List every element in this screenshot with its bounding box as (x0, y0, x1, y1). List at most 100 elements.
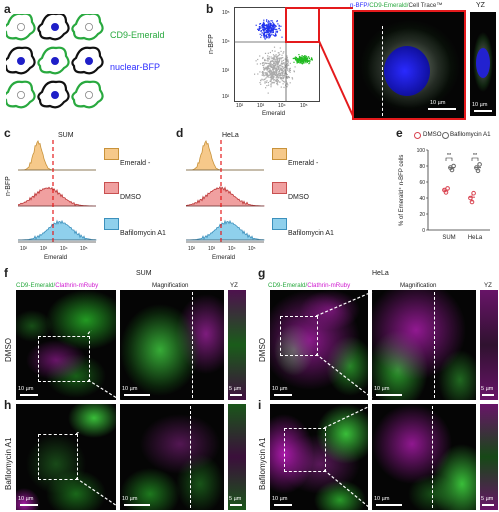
flow-event-dot (275, 61, 277, 63)
legend-e-baf: Bafilomycin A1 (450, 131, 491, 138)
flow-event-dot (308, 60, 310, 62)
flow-event-dot (282, 70, 284, 72)
b-scale-yz: 10 µm (472, 102, 488, 108)
flow-event-dot (286, 60, 288, 62)
flow-event-dot (271, 31, 273, 33)
flow-event-dot (270, 79, 272, 81)
flow-event-dot (278, 28, 280, 30)
flow-event-dot (266, 67, 268, 69)
flow-event-dot (281, 54, 283, 56)
e-ylabel: % of Emerald⁺ n-BFP cells (399, 154, 405, 226)
i-scale-3: 5 µm (481, 496, 494, 502)
flow-event-dot (303, 55, 306, 57)
flow-event-dot (261, 34, 263, 36)
flow-event-dot (269, 51, 271, 54)
flow-event-dot (268, 70, 270, 72)
i-overview-image: 10 µm (270, 404, 368, 510)
histogram-curve (18, 186, 96, 207)
flow-event-dot (270, 83, 272, 85)
flow-event-dot (263, 36, 265, 38)
flow-event-dot (265, 31, 267, 33)
flow-event-dot (305, 57, 307, 59)
flow-event-dot (299, 58, 301, 60)
cell-nucleus (51, 22, 60, 31)
g-zoom-lines (316, 292, 373, 399)
flow-event-dot (303, 56, 305, 58)
flow-event-dot (302, 60, 304, 62)
flow-event-dot (296, 60, 298, 62)
flow-event-dot (272, 70, 274, 72)
cd9-emerald-label: CD9-Emerald (110, 30, 165, 40)
flow-event-dot (263, 34, 265, 36)
flow-event-dot (278, 57, 280, 59)
c-title: SUM (58, 132, 74, 139)
flow-event-dot (263, 62, 265, 64)
flow-event-dot (269, 25, 271, 27)
histogram-curve (18, 219, 97, 241)
cell-nucleus (51, 91, 60, 100)
flow-event-dot (269, 60, 272, 62)
flow-event-dot (280, 77, 282, 79)
flow-event-dot (286, 86, 288, 88)
flow-event-dot (278, 71, 280, 73)
flow-event-dot (260, 27, 262, 29)
flow-event-dot (262, 74, 264, 76)
g-scale-3: 5 µm (481, 386, 494, 392)
b-image-title: n-BFP/CD9-Emerald/Cell Trace™ (350, 2, 443, 9)
flow-event-dot (272, 67, 274, 69)
f-zoom-lines (87, 330, 121, 401)
flow-event-dot (267, 70, 269, 72)
flow-event-dot (276, 69, 278, 71)
e-ytick-label: 40 (419, 196, 425, 202)
i-magnification-image: 10 µm (372, 404, 476, 510)
flow-event-dot (287, 68, 289, 70)
flow-event-dot (272, 31, 274, 33)
flow-event-dot (270, 70, 272, 72)
flow-event-dot (264, 35, 266, 37)
legend-c-baf-swatch (104, 218, 119, 230)
flow-event-dot (260, 83, 262, 85)
flow-event-dot (277, 64, 279, 66)
i-yz-image: 5 µm (480, 404, 498, 510)
flow-event-dot (275, 81, 277, 83)
flow-event-dot (287, 60, 289, 62)
flow-event-dot (293, 70, 295, 72)
flow-event-dot (306, 58, 308, 60)
flow-event-dot (262, 25, 264, 27)
b-ylabel: n-BFP (208, 34, 215, 54)
e-scatter-plot: 100 80 60 40 20 0 SUM HeLa ** ** (417, 148, 490, 241)
flow-event-dot (281, 68, 283, 70)
flow-event-dot (266, 28, 268, 30)
flow-event-dot (299, 62, 301, 64)
flow-event-dot (286, 55, 288, 57)
flow-event-dot (272, 66, 274, 68)
flow-event-dot (262, 72, 264, 74)
flow-event-dot (270, 23, 272, 25)
flow-event-dot (263, 67, 265, 69)
flow-event-dot (268, 27, 270, 29)
flow-event-dot (277, 73, 279, 75)
flow-event-dot (265, 67, 267, 70)
flow-event-dot (278, 64, 280, 67)
flow-event-dot (275, 34, 277, 36)
legend-d-baf-swatch (272, 218, 287, 230)
flow-event-dot (271, 57, 273, 59)
flow-event-dot (255, 60, 257, 62)
flow-event-dot (294, 59, 297, 61)
flow-event-dot (273, 59, 275, 61)
flow-event-dot (257, 58, 259, 61)
flow-event-dot (283, 63, 285, 65)
flow-event-dot (279, 72, 282, 75)
flow-event-dot (284, 72, 286, 74)
cell-outline (6, 14, 36, 41)
flow-event-dot (287, 61, 289, 63)
flow-event-dot (298, 59, 300, 61)
flow-event-dot (254, 73, 256, 75)
flow-event-dot (298, 56, 301, 58)
flow-event-dot (301, 63, 303, 65)
flow-event-dot (270, 20, 272, 22)
flow-event-dot (270, 86, 272, 88)
g-overview-image: 10 µm (270, 290, 368, 400)
flow-event-dot (266, 67, 268, 69)
flow-event-dot (266, 20, 268, 22)
